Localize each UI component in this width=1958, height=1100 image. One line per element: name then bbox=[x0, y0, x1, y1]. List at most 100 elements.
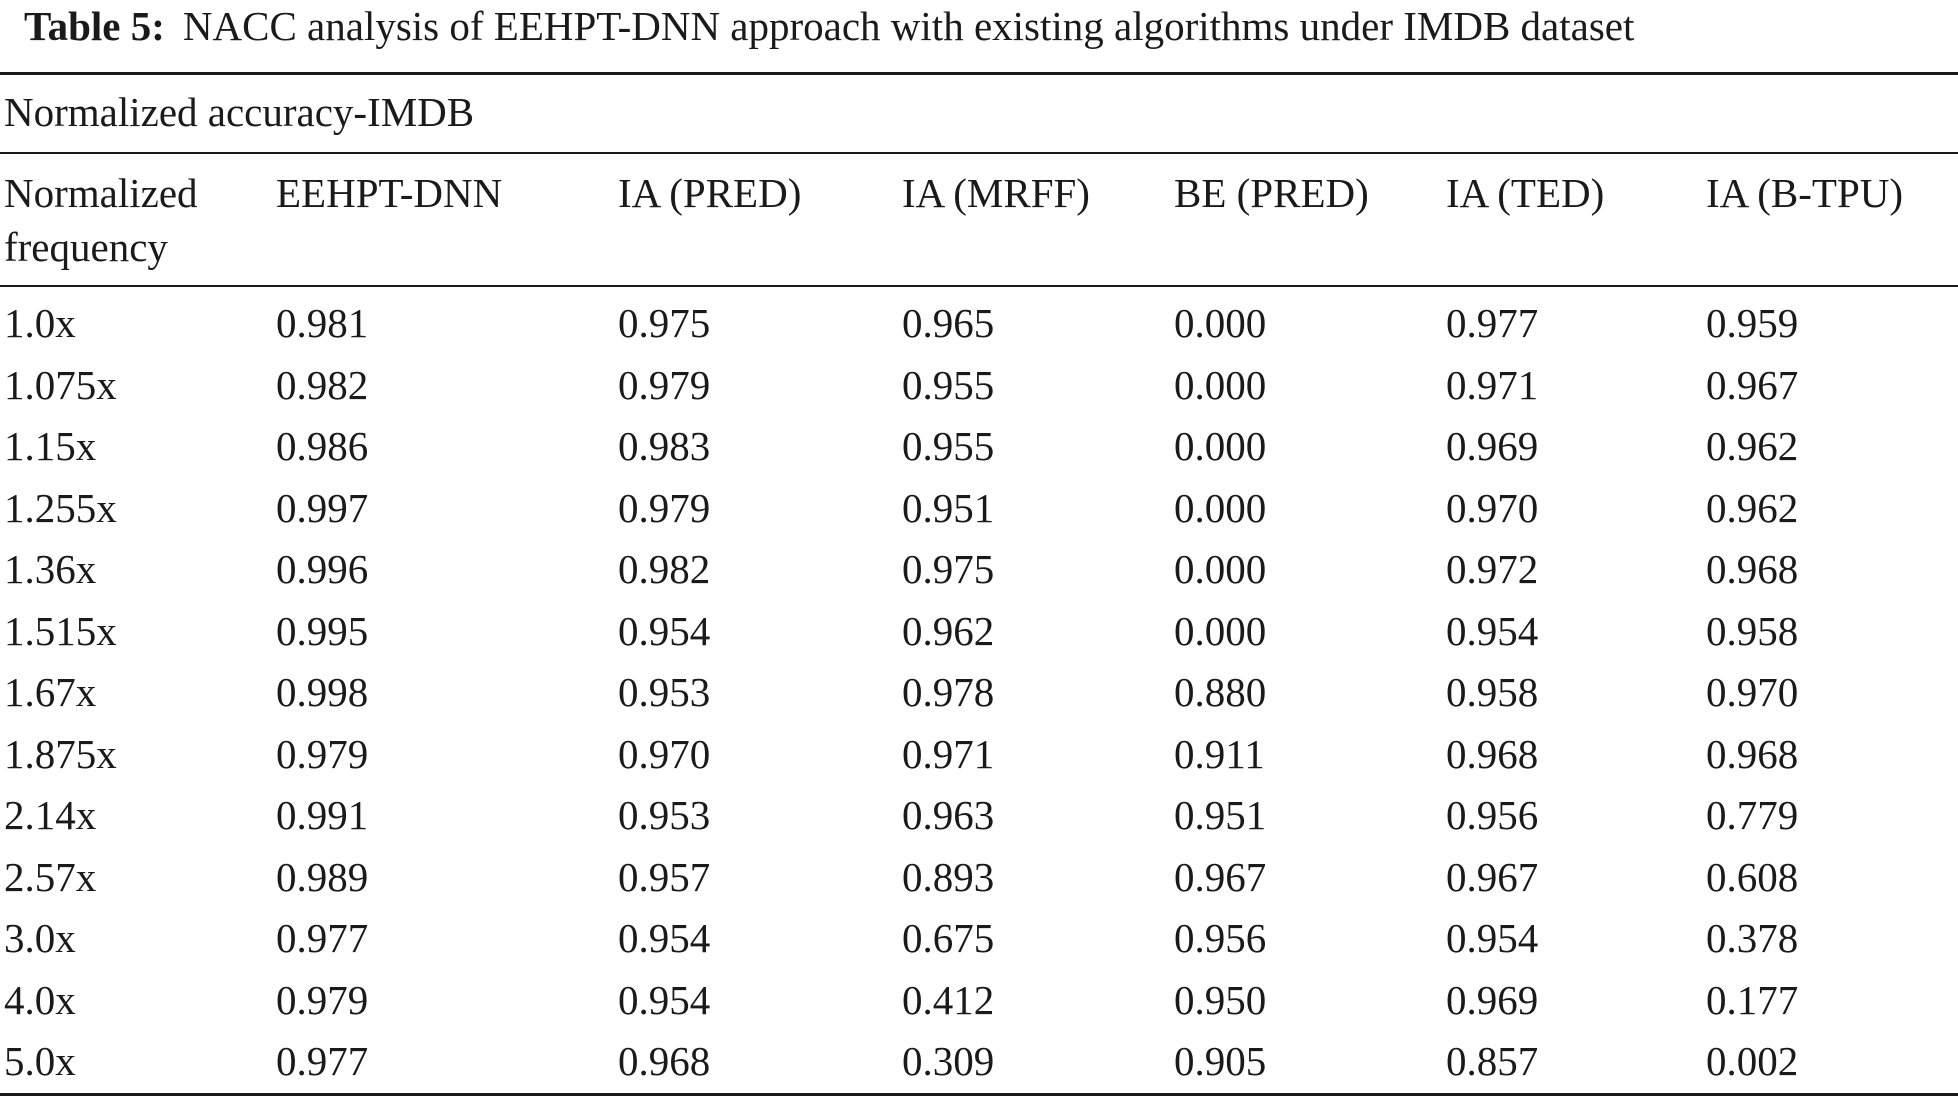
cell-ia-mrff: 0.412 bbox=[902, 976, 995, 1023]
table-row: 1.075x 0.982 0.979 0.955 0.000 0.971 0.967 bbox=[0, 358, 1958, 420]
cell-ia-btpu: 0.970 bbox=[1706, 669, 1799, 715]
cell-ia-btpu: 0.002 bbox=[1706, 1038, 1799, 1084]
table-row: 1.255x 0.997 0.979 0.951 0.000 0.970 0.962 bbox=[0, 481, 1958, 543]
cell-be-pred: 0.000 bbox=[1174, 361, 1267, 408]
cell-ia-ted: 0.958 bbox=[1446, 669, 1539, 715]
cell-eehpt-dnn: 0.981 bbox=[276, 300, 369, 346]
header-normalized-frequency: Normalized frequency bbox=[4, 166, 198, 274]
cell-eehpt-dnn: 0.977 bbox=[276, 915, 369, 961]
cell-eehpt-dnn: 0.982 bbox=[276, 361, 369, 408]
cell-ia-pred: 0.983 bbox=[618, 423, 711, 469]
cell-frequency: 1.255x bbox=[4, 484, 117, 531]
cell-eehpt-dnn: 0.986 bbox=[276, 423, 369, 469]
header-rule bbox=[0, 285, 1958, 287]
cell-ia-btpu: 0.962 bbox=[1706, 423, 1799, 469]
cell-frequency: 1.075x bbox=[4, 361, 117, 408]
cell-be-pred: 0.950 bbox=[1174, 976, 1267, 1023]
cell-frequency: 1.15x bbox=[4, 423, 97, 469]
cell-eehpt-dnn: 0.989 bbox=[276, 853, 369, 900]
table-caption: Table 5: NACC analysis of EEHPT-DNN appro… bbox=[24, 0, 1634, 52]
cell-ia-btpu: 0.779 bbox=[1706, 792, 1799, 838]
cell-ia-pred: 0.954 bbox=[618, 915, 711, 961]
header-ia-ted: IA (TED) bbox=[1446, 170, 1605, 216]
table-row: 1.0x 0.981 0.975 0.965 0.000 0.977 0.959 bbox=[0, 296, 1958, 358]
header-ia-mrff: IA (MRFF) bbox=[902, 170, 1090, 216]
table-row: 1.67x 0.998 0.953 0.978 0.880 0.958 0.970 bbox=[0, 665, 1958, 727]
cell-ia-mrff: 0.965 bbox=[902, 300, 995, 346]
table-row: 1.875x 0.979 0.970 0.971 0.911 0.968 0.968 bbox=[0, 727, 1958, 789]
cell-ia-pred: 0.954 bbox=[618, 607, 711, 654]
cell-ia-btpu: 0.378 bbox=[1706, 915, 1799, 961]
cell-ia-mrff: 0.955 bbox=[902, 361, 995, 408]
cell-ia-pred: 0.968 bbox=[618, 1038, 711, 1084]
cell-frequency: 1.875x bbox=[4, 730, 117, 777]
cell-ia-pred: 0.979 bbox=[618, 484, 711, 531]
cell-eehpt-dnn: 0.996 bbox=[276, 546, 369, 592]
cell-ia-btpu: 0.968 bbox=[1706, 730, 1799, 777]
cell-ia-mrff: 0.893 bbox=[902, 853, 995, 900]
cell-ia-ted: 0.968 bbox=[1446, 730, 1539, 777]
cell-be-pred: 0.000 bbox=[1174, 607, 1267, 654]
table-caption-label: Table 5: bbox=[24, 3, 165, 49]
table-row: 2.14x 0.991 0.953 0.963 0.951 0.956 0.779 bbox=[0, 788, 1958, 850]
top-rule bbox=[0, 72, 1958, 75]
cell-ia-mrff: 0.955 bbox=[902, 423, 995, 469]
cell-ia-ted: 0.972 bbox=[1446, 546, 1539, 592]
table-caption-text: NACC analysis of EEHPT-DNN approach with… bbox=[182, 3, 1635, 49]
header-eehpt-dnn: EEHPT-DNN bbox=[276, 170, 503, 216]
cell-eehpt-dnn: 0.998 bbox=[276, 669, 369, 715]
cell-be-pred: 0.911 bbox=[1174, 730, 1265, 777]
cell-eehpt-dnn: 0.977 bbox=[276, 1038, 369, 1084]
cell-frequency: 1.0x bbox=[4, 300, 76, 346]
cell-ia-mrff: 0.951 bbox=[902, 484, 995, 531]
cell-frequency: 1.515x bbox=[4, 607, 117, 654]
cell-ia-btpu: 0.962 bbox=[1706, 484, 1799, 531]
cell-ia-pred: 0.979 bbox=[618, 361, 711, 408]
header-freq-line2: frequency bbox=[4, 224, 168, 270]
bottom-rule bbox=[0, 1093, 1958, 1096]
table-row: 2.57x 0.989 0.957 0.893 0.967 0.967 0.608 bbox=[0, 850, 1958, 912]
cell-ia-pred: 0.957 bbox=[618, 853, 711, 900]
cell-ia-ted: 0.956 bbox=[1446, 792, 1539, 838]
cell-be-pred: 0.000 bbox=[1174, 423, 1267, 469]
cell-eehpt-dnn: 0.995 bbox=[276, 607, 369, 654]
cell-ia-mrff: 0.309 bbox=[902, 1038, 995, 1084]
header-ia-pred: IA (PRED) bbox=[618, 170, 802, 216]
cell-frequency: 3.0x bbox=[4, 915, 76, 961]
cell-be-pred: 0.956 bbox=[1174, 915, 1267, 961]
cell-ia-mrff: 0.971 bbox=[902, 730, 995, 777]
cell-ia-pred: 0.975 bbox=[618, 300, 711, 346]
table-row: 1.36x 0.996 0.982 0.975 0.000 0.972 0.968 bbox=[0, 542, 1958, 604]
table-row: 1.15x 0.986 0.983 0.955 0.000 0.969 0.962 bbox=[0, 419, 1958, 481]
table-row: 4.0x 0.979 0.954 0.412 0.950 0.969 0.177 bbox=[0, 973, 1958, 1035]
cell-ia-pred: 0.953 bbox=[618, 669, 711, 715]
cell-ia-btpu: 0.968 bbox=[1706, 546, 1799, 592]
cell-be-pred: 0.000 bbox=[1174, 484, 1267, 531]
cell-ia-mrff: 0.962 bbox=[902, 607, 995, 654]
cell-ia-ted: 0.954 bbox=[1446, 915, 1539, 961]
table-row: 5.0x 0.977 0.968 0.309 0.905 0.857 0.002 bbox=[0, 1034, 1958, 1096]
cell-frequency: 2.57x bbox=[4, 853, 97, 900]
cell-ia-btpu: 0.608 bbox=[1706, 853, 1799, 900]
cell-frequency: 5.0x bbox=[4, 1038, 76, 1084]
header-freq-line1: Normalized bbox=[4, 170, 198, 216]
cell-ia-mrff: 0.978 bbox=[902, 669, 995, 715]
cell-eehpt-dnn: 0.979 bbox=[276, 730, 369, 777]
cell-eehpt-dnn: 0.979 bbox=[276, 976, 369, 1023]
cell-ia-btpu: 0.967 bbox=[1706, 361, 1799, 408]
cell-eehpt-dnn: 0.997 bbox=[276, 484, 369, 531]
cell-frequency: 1.36x bbox=[4, 546, 97, 592]
cell-ia-btpu: 0.177 bbox=[1706, 976, 1799, 1023]
cell-be-pred: 0.951 bbox=[1174, 792, 1267, 838]
cell-ia-pred: 0.970 bbox=[618, 730, 711, 777]
cell-ia-ted: 0.967 bbox=[1446, 853, 1539, 900]
cell-ia-pred: 0.954 bbox=[618, 976, 711, 1023]
cell-ia-ted: 0.977 bbox=[1446, 300, 1539, 346]
cell-frequency: 1.67x bbox=[4, 669, 97, 715]
cell-frequency: 2.14x bbox=[4, 792, 97, 838]
header-be-pred: BE (PRED) bbox=[1174, 170, 1369, 216]
cell-ia-ted: 0.954 bbox=[1446, 607, 1539, 654]
table-row: 3.0x 0.977 0.954 0.675 0.956 0.954 0.378 bbox=[0, 911, 1958, 973]
cell-ia-ted: 0.857 bbox=[1446, 1038, 1539, 1084]
